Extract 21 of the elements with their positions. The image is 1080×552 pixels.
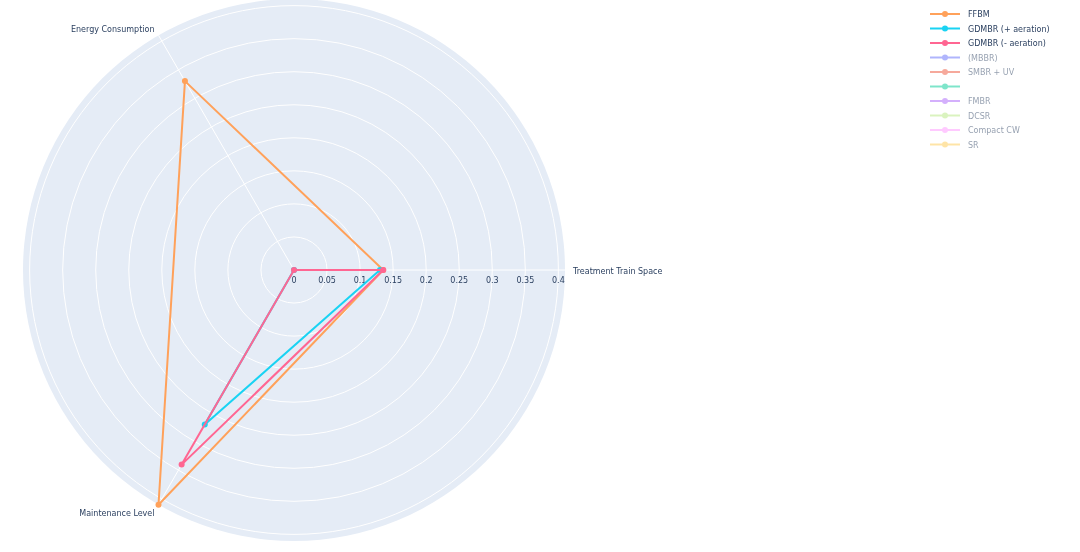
legend-label: SMBR + UV	[968, 68, 1015, 77]
y-tick-label: 0.3	[485, 276, 499, 285]
legend-label: SR	[968, 140, 980, 150]
legend-label: (MBBR)	[968, 53, 998, 63]
spoke-label: Energy Consumption	[70, 25, 155, 35]
y-tick-label: 0.15	[384, 276, 403, 285]
y-tick-label: 0.2	[419, 276, 433, 285]
spoke-label: Maintenance Level	[79, 508, 155, 518]
legend-label: DCSR	[968, 111, 991, 121]
spoke-label: Treatment Train Space	[572, 267, 663, 276]
legend-label: FFBM	[968, 10, 990, 19]
legend-label: GDMBR (+ aeration)	[968, 24, 1050, 34]
y-tick-label: 0.1	[353, 276, 367, 285]
legend-label: GDMBR (- aeration)	[968, 39, 1046, 48]
y-tick-label: 0.05	[318, 276, 336, 285]
y-tick-label: 0.25	[450, 276, 469, 285]
y-tick-label: 0.4	[552, 276, 565, 285]
legend-label: FMBR	[968, 97, 991, 106]
y-tick-label: 0	[291, 276, 297, 285]
legend-label: Compact CW	[968, 126, 1020, 135]
y-tick-label: 0.35	[516, 276, 535, 285]
